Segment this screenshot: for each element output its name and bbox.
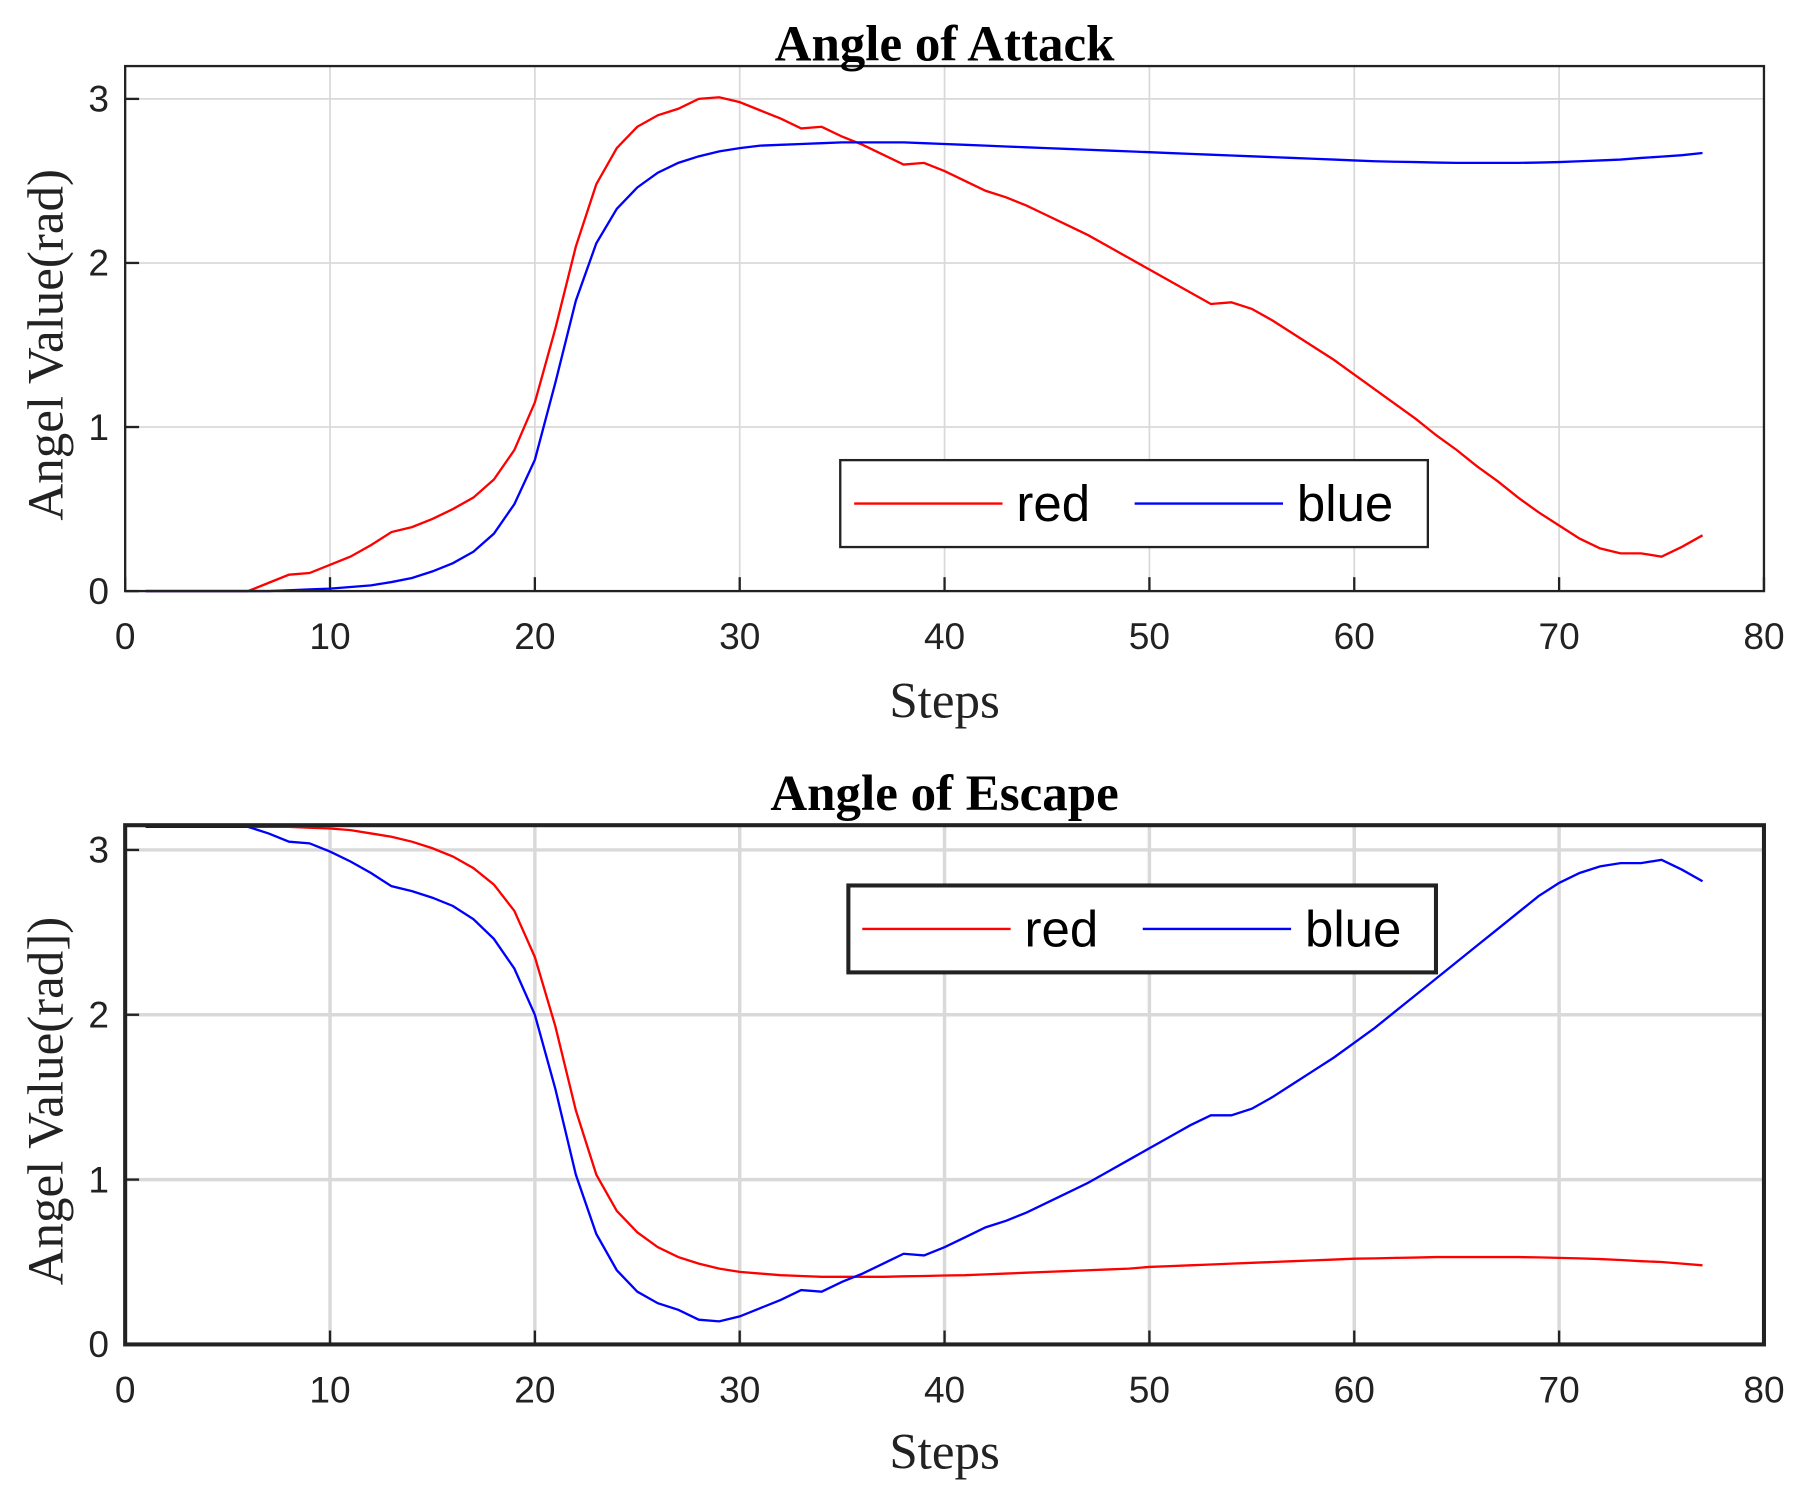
- y-tick-label: 0: [88, 1323, 109, 1365]
- x-tick-label: 40: [924, 1368, 965, 1410]
- x-tick-label: 50: [1129, 615, 1170, 657]
- data-line: [145, 141, 1703, 593]
- legend: red blue: [846, 883, 1438, 975]
- data-line: [145, 825, 1703, 1279]
- axes-box: [123, 823, 1766, 1347]
- legend-label: red: [1016, 475, 1090, 532]
- legend-label: blue: [1305, 900, 1401, 957]
- x-tick-label: 80: [1743, 615, 1784, 657]
- x-tick-label: 10: [309, 615, 350, 657]
- y-tick-label: 2: [88, 994, 109, 1036]
- x-tick-label: 20: [514, 1368, 555, 1410]
- y-tick-label: 2: [88, 242, 109, 284]
- x-tick-label: 0: [115, 615, 136, 657]
- data-line: [145, 825, 1704, 1323]
- data-line: [145, 96, 1704, 593]
- x-tick-label: 60: [1334, 1368, 1375, 1410]
- x-tick-label: 80: [1743, 1368, 1784, 1410]
- y-tick-label: 3: [88, 78, 109, 120]
- x-tick-label: 10: [309, 1368, 350, 1410]
- y-axis-label: Angel Value(rad): [19, 169, 75, 521]
- x-tick-label: 30: [719, 1368, 760, 1410]
- x-tick-label: 30: [719, 615, 760, 657]
- y-tick-label: 1: [88, 1158, 109, 1200]
- legend-label: red: [1025, 900, 1099, 957]
- axes: 0 10 20 30 40 50 60 70 80 0 1 2 3: [88, 66, 1785, 657]
- x-axis-label: Steps: [889, 673, 999, 729]
- x-tick-label: 50: [1129, 1368, 1170, 1410]
- y-axis-label: Angel Value(rad]): [19, 917, 75, 1286]
- x-axis-label: Steps: [889, 1424, 999, 1480]
- y-tick-label: 1: [88, 406, 109, 448]
- x-tick-label: 70: [1538, 615, 1579, 657]
- x-tick-label: 70: [1538, 1368, 1579, 1410]
- x-tick-label: 40: [924, 615, 965, 657]
- chart-title: Angle of Escape: [770, 766, 1118, 822]
- x-tick-label: 60: [1334, 615, 1375, 657]
- chart-title: Angle of Attack: [775, 16, 1116, 72]
- x-tick-label: 20: [514, 615, 555, 657]
- axes-box: [124, 64, 1766, 593]
- legend-label: blue: [1297, 475, 1393, 532]
- x-tick-label: 0: [115, 1368, 136, 1410]
- y-tick-label: 3: [88, 829, 109, 871]
- legend: red blue: [839, 458, 1430, 549]
- y-tick-label: 0: [88, 570, 109, 612]
